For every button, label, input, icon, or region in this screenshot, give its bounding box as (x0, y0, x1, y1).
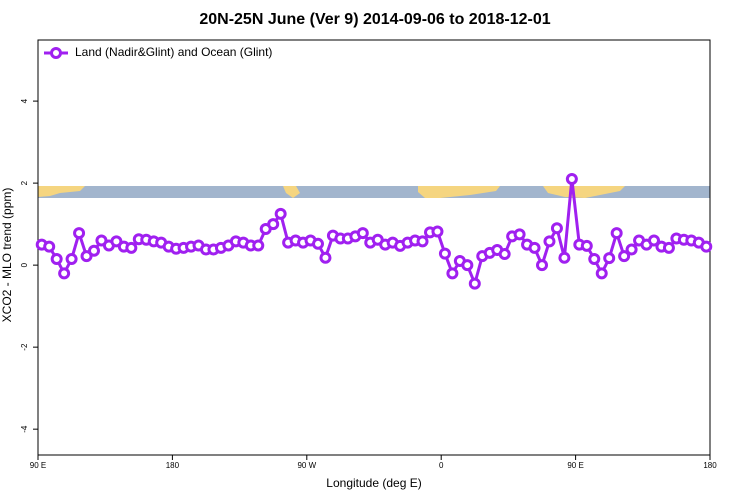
data-point (550, 222, 563, 235)
x-tick-label: 90 W (297, 461, 316, 470)
legend: Land (Nadir&Glint) and Ocean (Glint) (44, 45, 272, 59)
x-tick-label: 90 E (30, 461, 46, 470)
data-point (558, 251, 571, 264)
legend-label: Land (Nadir&Glint) and Ocean (Glint) (75, 45, 272, 59)
y-tick-label: 2 (20, 180, 29, 185)
x-tick-label: 180 (703, 461, 717, 470)
y-tick-label: -2 (20, 343, 29, 351)
x-tick-label: 180 (166, 461, 180, 470)
data-point (356, 227, 369, 240)
data-point (267, 218, 280, 231)
map-strip (38, 186, 710, 198)
y-tick-label: 4 (20, 98, 29, 103)
data-point (65, 252, 78, 265)
data-point (50, 252, 63, 265)
data-point (88, 244, 100, 257)
data-point (431, 225, 444, 238)
data-point (73, 227, 86, 240)
data-point (125, 241, 138, 254)
data-point (543, 235, 556, 248)
data-point (312, 237, 324, 250)
data-point (274, 207, 287, 220)
data-point (498, 248, 511, 261)
data-point (252, 239, 265, 252)
data-point (58, 267, 71, 280)
data-point (588, 252, 601, 265)
x-tick-label: 0 (439, 461, 444, 470)
data-point (528, 241, 541, 254)
data-point (625, 243, 638, 256)
data-point (319, 251, 332, 264)
chart-title: 20N-25N June (Ver 9) 2014-09-06 to 2018-… (199, 11, 550, 28)
y-tick-label: 0 (20, 262, 29, 267)
y-tick-label: -4 (20, 425, 29, 433)
data-point (603, 252, 616, 265)
data-point (416, 235, 429, 248)
legend-marker (50, 47, 62, 59)
data-point (461, 259, 474, 272)
x-axis-label: Longitude (deg E) (326, 476, 421, 490)
data-point (43, 240, 56, 253)
data-point (446, 267, 459, 280)
data-point (595, 267, 608, 280)
data-point (662, 241, 675, 254)
data-point (610, 227, 623, 240)
data-point (648, 234, 660, 247)
data-point (580, 239, 593, 252)
data-point (80, 250, 93, 263)
data-point (700, 240, 713, 253)
data-point (438, 247, 451, 260)
data-point (468, 277, 481, 290)
data-point (565, 173, 578, 186)
data-point (513, 228, 526, 241)
x-tick-label: 90 E (567, 461, 583, 470)
data-point (110, 235, 123, 248)
data-point (618, 250, 631, 263)
y-axis-label: XCO2 - MLO trend (ppm) (0, 188, 14, 323)
plot-frame (37, 39, 711, 456)
data-point (536, 259, 548, 272)
